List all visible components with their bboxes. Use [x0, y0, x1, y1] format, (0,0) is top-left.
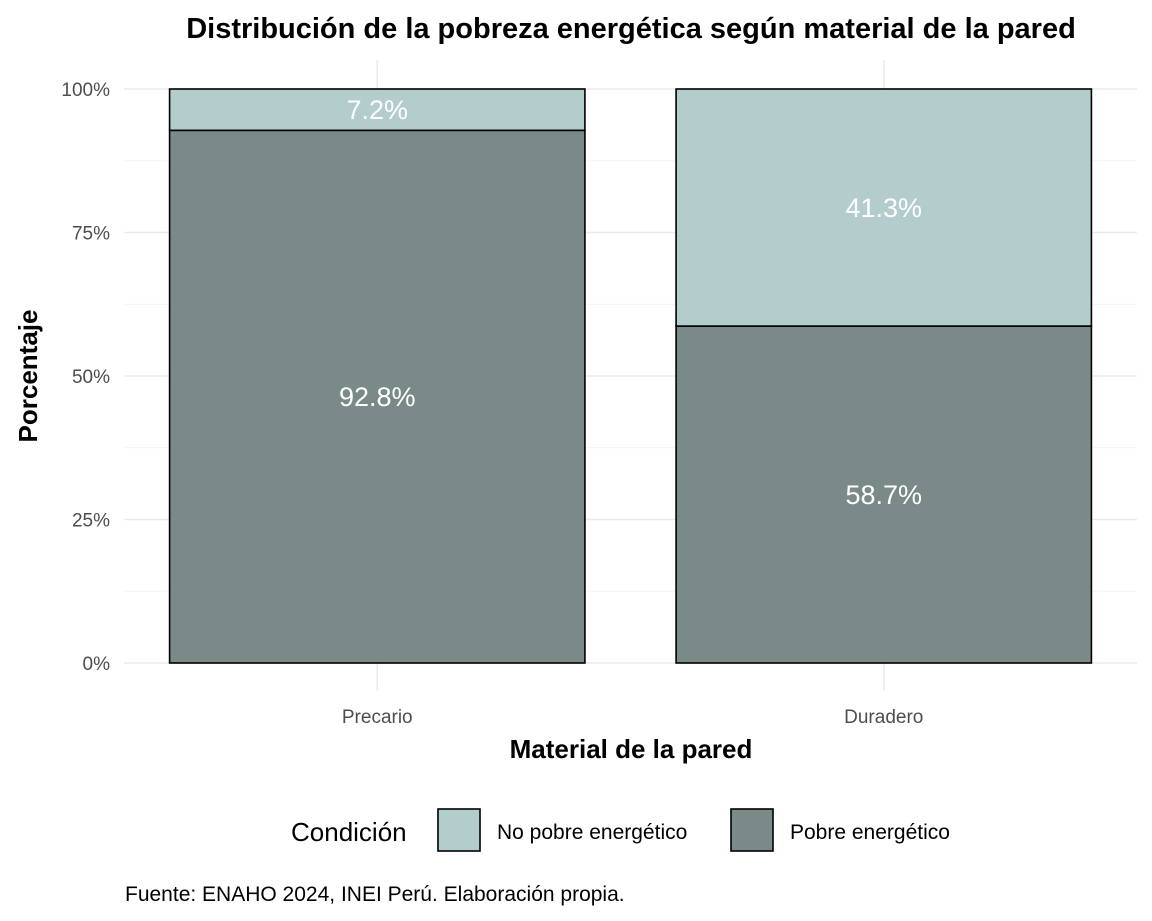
bar-data-label: 92.8%: [339, 382, 416, 412]
y-axis-title: Porcentaje: [13, 310, 43, 443]
y-axis-ticks: 0% 25% 50% 75% 100%: [61, 80, 110, 675]
bar-data-label: 7.2%: [346, 95, 408, 125]
x-axis-ticks: Precario Duradero: [342, 707, 923, 728]
bar-segment-precario-1: [168, 88, 586, 132]
bar-segment-duradero-0: [675, 325, 1093, 664]
x-tick-label: Duradero: [844, 707, 923, 728]
legend-label: No pobre energético: [497, 821, 687, 844]
y-tick-label: 75%: [72, 224, 110, 245]
legend-key: [437, 808, 481, 852]
bar-data-label: 41.3%: [845, 193, 922, 223]
caption: Fuente: ENAHO 2024, INEI Perú. Elaboraci…: [125, 883, 625, 906]
bar-segment-precario-0: [168, 129, 586, 664]
legend: Condición No pobre energético Pobre energ…: [291, 808, 950, 852]
y-tick-label: 50%: [72, 367, 110, 388]
chart-title: Distribución de la pobreza energética se…: [186, 13, 1076, 45]
bar-data-label: 58.7%: [845, 480, 922, 510]
y-tick-label: 25%: [72, 511, 110, 532]
legend-label: Pobre energético: [790, 821, 950, 844]
y-tick-label: 0%: [83, 654, 111, 675]
bar-segment-duradero-1: [675, 88, 1093, 327]
x-tick-label: Precario: [342, 707, 413, 728]
legend-title: Condición: [291, 817, 407, 847]
bars-layer: [168, 88, 1093, 664]
bar-labels-layer: 92.8% 7.2% 58.7% 41.3%: [339, 95, 922, 510]
y-tick-label: 100%: [61, 80, 110, 101]
legend-key: [730, 808, 774, 852]
x-axis-title: Material de la pared: [510, 734, 753, 764]
